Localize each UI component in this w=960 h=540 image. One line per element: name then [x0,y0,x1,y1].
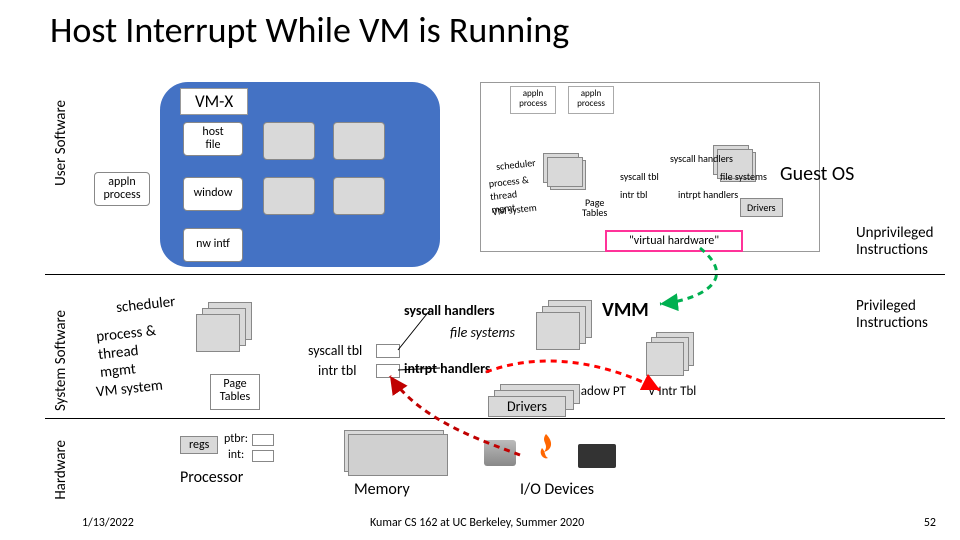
hardware-label: Hardware [52,440,70,500]
int-slot [252,450,274,462]
syscall-tbl-label: syscall tbl [308,342,362,359]
drivers-box: Drivers [488,396,566,417]
ptbr-label: ptbr: [224,432,248,446]
virtual-hardware-label: "virtual hardware" [605,230,743,252]
guest-appln-2: appln process [568,86,614,114]
io-devices-label: I/O Devices [520,480,594,499]
guest-page-tables: Page Tables [582,198,607,218]
syscall-tbl-box [376,344,400,358]
flame-icon [530,432,562,458]
user-software-label: User Software [52,100,70,186]
vmx-grey-3 [263,177,315,215]
int-label: int: [228,448,244,462]
privileged-label: Privileged Instructions [856,298,928,331]
vmx-label: VM-X [180,88,248,115]
intrpt-handlers-label: intrpt handlers [404,360,490,377]
appln-process-box: appln process [94,172,150,206]
scheduler-label: scheduler [115,293,176,317]
vmx-grey-2 [333,122,385,160]
guest-stack-1 [550,160,586,190]
syscall-handlers-label: syscall handlers [404,302,495,319]
footer-page-num: 52 [924,516,936,530]
regs-box: regs [180,436,218,454]
guest-file-systems: file systems [720,170,767,183]
separator-1 [45,274,945,275]
sys-stack-1 [196,302,256,350]
guest-os-label: Guest OS [780,162,854,186]
guest-intrpt-handlers: intrpt handlers [678,188,738,201]
arrows-overlay [0,0,960,540]
processor-label: Processor [180,468,243,487]
nw-intf-box: nw intf [183,228,243,262]
memory-label: Memory [354,480,410,499]
guest-appln-1: appln process [510,86,556,114]
separator-2 [45,418,945,419]
vmm-label: VMM [602,298,649,322]
file-systems-label: file systems [450,324,515,341]
intr-tbl-box [376,364,400,378]
window-box: window [183,177,243,211]
footer-date: 1/13/2022 [82,516,134,530]
host-file-box: host file [183,122,243,156]
vmx-grey-1 [263,122,315,160]
unprivileged-label: Unprivileged Instructions [856,225,933,258]
guest-syscall-handlers: syscall handlers [670,152,733,165]
guest-syscall-tbl: syscall tbl [620,170,659,183]
monitor-icon [578,444,616,468]
vmm-stack [646,332,696,376]
hdd-icon [484,440,516,466]
guest-drivers: Drivers [740,198,783,217]
intr-tbl-label: intr tbl [318,362,356,379]
footer-mid: Kumar CS 162 at UC Berkeley, Summer 2020 [370,516,584,530]
sys-stack-2 [536,300,596,348]
vmx-grey-4 [333,177,385,215]
system-software-label: System Software [52,310,70,411]
page-tables-box: Page Tables [210,374,260,410]
guest-intr-tbl: intr tbl [620,188,647,201]
v-intr-tbl-label: V Intr Tbl [648,384,696,399]
slide-title: Host Interrupt While VM is Running [50,8,569,52]
ptbr-slot [252,434,274,446]
process-label: process & thread mgmt [95,322,160,382]
memory-block [348,434,448,476]
